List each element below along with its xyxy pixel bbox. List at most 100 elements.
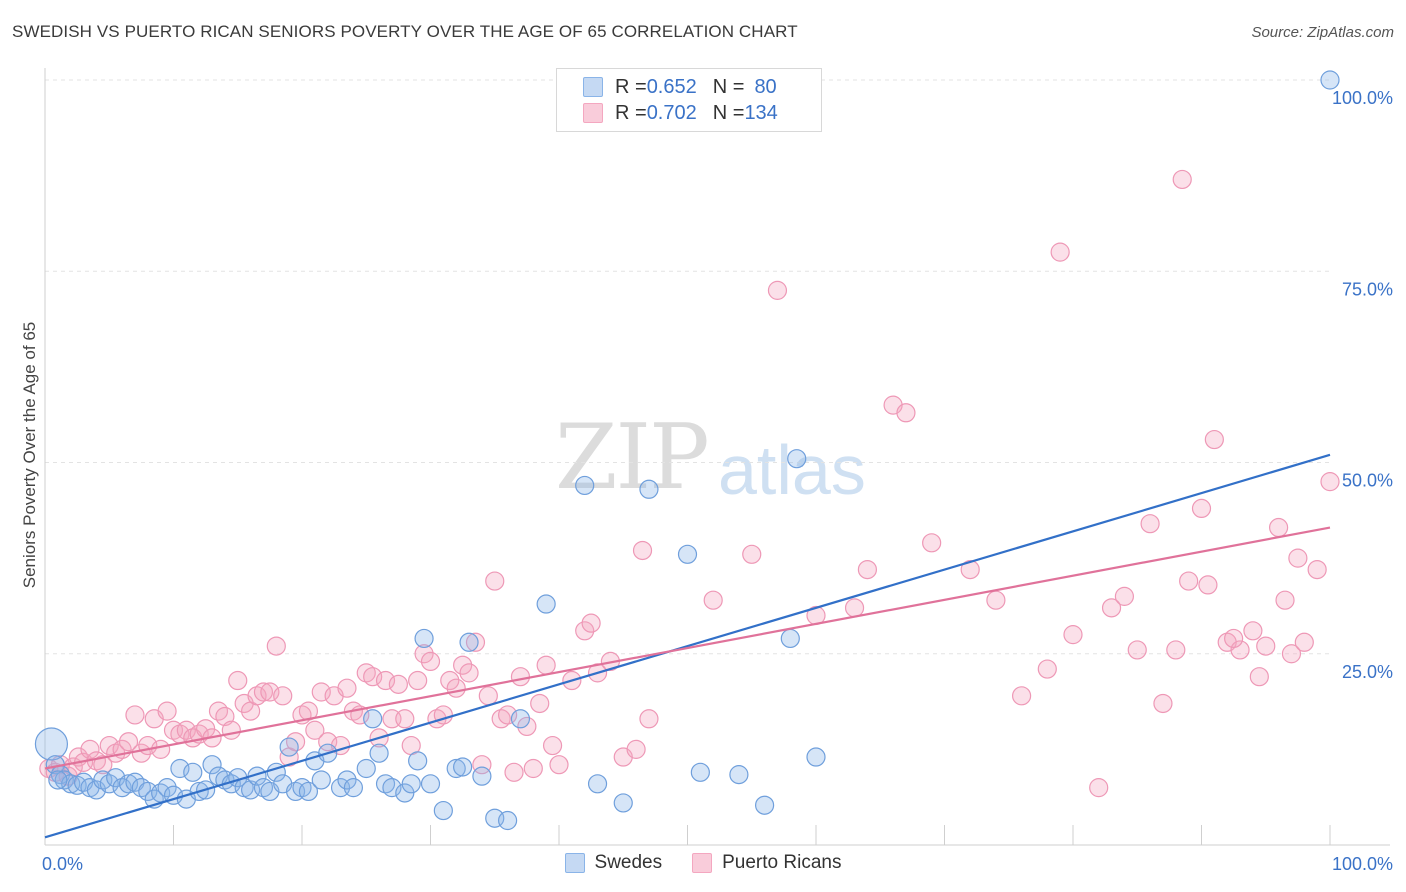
point-puerto-ricans — [221, 720, 241, 740]
point-puerto-ricans — [1172, 169, 1192, 190]
point-puerto-ricans — [542, 735, 563, 756]
legend-r-label: R = — [615, 101, 647, 124]
point-swedes — [472, 766, 492, 786]
point-puerto-ricans — [530, 693, 550, 714]
point-swedes — [356, 758, 376, 779]
point-swedes — [157, 778, 177, 798]
trendline-swedes — [44, 453, 1331, 839]
point-swedes — [202, 755, 222, 775]
watermark-zip: ZIP — [555, 405, 710, 510]
series-legend-puerto-ricans: Puerto Ricans — [692, 852, 841, 874]
point-puerto-ricans — [305, 720, 325, 740]
point-puerto-ricans — [228, 670, 248, 691]
point-swedes — [401, 774, 421, 794]
point-puerto-ricans — [1166, 640, 1186, 660]
point-puerto-ricans — [1268, 517, 1289, 538]
point-swedes — [337, 770, 357, 790]
point-puerto-ricans — [1153, 693, 1173, 714]
point-puerto-ricans — [1275, 590, 1295, 610]
point-puerto-ricans — [176, 720, 196, 740]
legend-row-puerto-ricans: R = 0.702 N = 134 — [583, 101, 778, 125]
point-swedes — [690, 762, 710, 782]
point-puerto-ricans — [517, 716, 537, 737]
point-puerto-ricans — [311, 682, 331, 702]
point-swedes — [382, 778, 402, 798]
point-puerto-ricans — [523, 758, 543, 779]
legend-n-value: 80 — [754, 75, 777, 98]
point-puerto-ricans — [581, 613, 601, 633]
x-tick-label: 100.0% — [1332, 854, 1393, 874]
point-puerto-ricans — [260, 682, 280, 702]
legend-n-value: 134 — [744, 101, 778, 124]
point-swedes — [536, 594, 556, 614]
point-puerto-ricans — [273, 686, 293, 706]
point-puerto-ricans — [1191, 498, 1212, 518]
point-swedes — [729, 765, 749, 785]
point-swedes — [780, 628, 800, 649]
point-puerto-ricans — [80, 739, 100, 759]
point-puerto-ricans — [453, 655, 473, 675]
point-puerto-ricans — [1179, 571, 1199, 591]
point-puerto-ricans — [208, 701, 229, 721]
trendline-puerto-ricans — [44, 526, 1331, 770]
point-puerto-ricans — [536, 655, 556, 675]
legend-r-value: 0.652 — [646, 75, 697, 98]
point-puerto-ricans — [285, 732, 306, 752]
point-puerto-ricans — [742, 544, 762, 564]
point-swedes — [170, 758, 190, 779]
point-swedes — [408, 751, 428, 771]
point-swedes — [279, 737, 299, 757]
point-swedes — [118, 774, 139, 794]
point-puerto-ricans — [549, 755, 569, 775]
point-puerto-ricans — [253, 682, 274, 702]
point-puerto-ricans — [498, 705, 518, 725]
point-puerto-ricans — [99, 735, 119, 756]
point-puerto-ricans — [844, 598, 865, 618]
point-puerto-ricans — [639, 709, 659, 729]
series-legend: Swedes Puerto Ricans — [0, 852, 1406, 874]
point-puerto-ricans — [472, 755, 492, 775]
point-puerto-ricans — [408, 670, 428, 691]
point-puerto-ricans — [337, 678, 357, 698]
legend-swatch-swedes — [583, 77, 603, 97]
point-puerto-ricans — [157, 701, 177, 721]
legend-swatch-puerto-ricans — [583, 103, 603, 123]
point-swedes — [453, 757, 473, 777]
series-swatch-swedes — [564, 853, 585, 873]
point-swedes — [183, 762, 203, 782]
point-puerto-ricans — [1127, 640, 1147, 660]
series-legend-swedes: Swedes — [564, 852, 662, 874]
point-puerto-ricans — [459, 663, 479, 683]
point-puerto-ricans — [1198, 575, 1218, 595]
point-puerto-ricans — [986, 590, 1006, 610]
y-tick-label: 75.0% — [1342, 279, 1393, 299]
point-puerto-ricans — [1204, 429, 1224, 450]
point-swedes — [613, 793, 633, 813]
point-swedes — [369, 743, 389, 763]
point-puerto-ricans — [960, 559, 980, 580]
point-puerto-ricans — [1224, 628, 1244, 649]
point-puerto-ricans — [632, 540, 653, 561]
point-puerto-ricans — [1114, 586, 1135, 606]
point-puerto-ricans — [1037, 659, 1057, 679]
point-swedes — [754, 795, 775, 815]
legend-r-label: R = — [615, 75, 647, 98]
y-axis-label: Seniors Poverty Over the Age of 65 — [20, 321, 39, 589]
point-puerto-ricans — [504, 762, 524, 782]
y-tick-label: 100.0% — [1332, 88, 1393, 108]
point-puerto-ricans — [575, 621, 595, 641]
legend-r-value: 0.702 — [646, 101, 697, 124]
point-puerto-ricans — [896, 403, 916, 423]
point-swedes — [34, 727, 69, 761]
point-swedes — [498, 810, 518, 831]
point-puerto-ricans — [703, 590, 723, 610]
point-puerto-ricans — [626, 739, 646, 759]
point-puerto-ricans — [388, 674, 408, 694]
point-puerto-ricans — [1140, 514, 1160, 534]
point-swedes — [587, 774, 608, 794]
x-tick-label: 0.0% — [42, 854, 83, 874]
point-swedes — [433, 800, 453, 821]
point-swedes — [1320, 70, 1340, 90]
point-swedes — [414, 628, 434, 649]
point-puerto-ricans — [375, 670, 396, 691]
